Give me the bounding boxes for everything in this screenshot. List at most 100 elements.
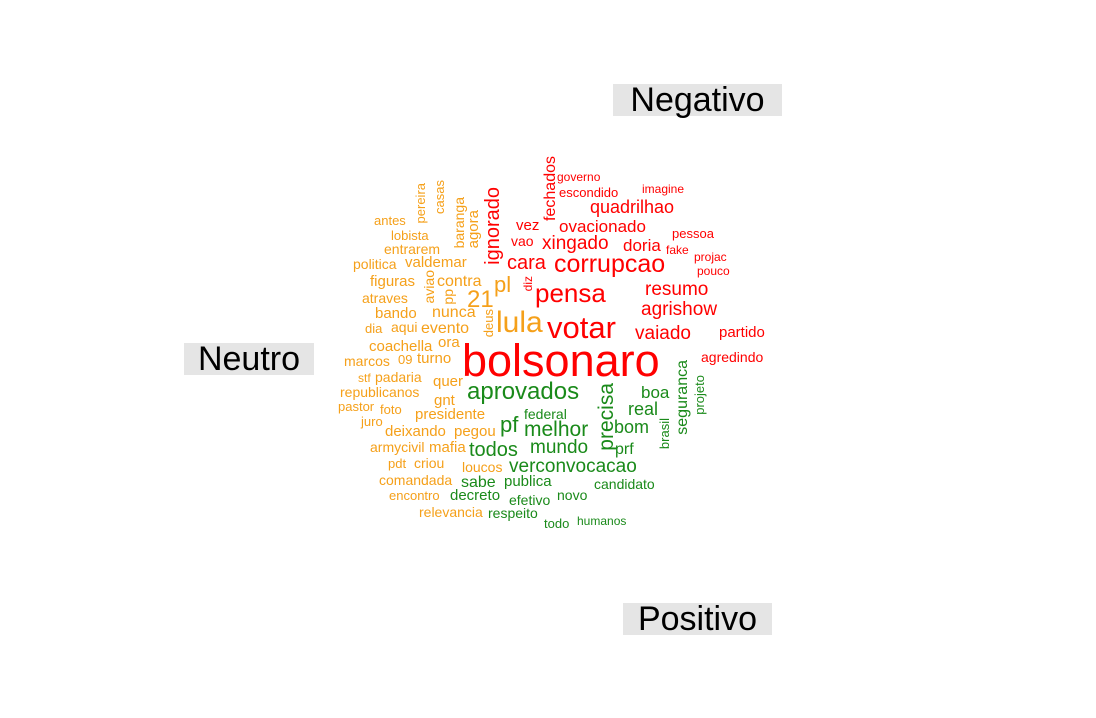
word-neutral: foto: [380, 402, 402, 417]
word-neutral: deixando: [385, 423, 446, 440]
word-negative: resumo: [645, 279, 709, 300]
word-neutral: antes: [374, 213, 406, 228]
word-neutral: aviao: [421, 270, 437, 304]
word-negative: escondido: [559, 185, 619, 200]
word-neutral: lula: [496, 306, 543, 339]
word-negative: ovacionado: [559, 217, 646, 236]
word-neutral: criou: [414, 455, 445, 471]
word-neutral: agora: [465, 210, 482, 249]
word-neutral: republicanos: [340, 384, 420, 400]
word-neutral: figuras: [370, 273, 416, 290]
word-positive: humanos: [577, 514, 627, 528]
word-neutral: quer: [433, 373, 464, 390]
word-positive: aprovados: [467, 378, 580, 405]
word-neutral: atraves: [362, 290, 408, 306]
word-neutral: pegou: [454, 423, 496, 440]
word-positive: pf: [500, 412, 519, 437]
word-neutral: loucos: [462, 459, 503, 475]
word-neutral: encontro: [389, 488, 440, 503]
word-neutral: 21: [467, 286, 494, 313]
negative-label: Negativo: [613, 83, 782, 117]
word-neutral: juro: [361, 414, 383, 429]
word-neutral: entrarem: [384, 241, 441, 257]
word-positive: bom: [614, 417, 650, 437]
word-positive: decreto: [450, 487, 501, 504]
word-negative: pensa: [535, 278, 606, 308]
word-neutral: padaria: [375, 369, 422, 385]
word-positive: projeto: [692, 375, 707, 415]
word-negative: quadrilhao: [590, 197, 675, 217]
positive-label: Positivo: [623, 602, 772, 636]
word-positive: seguranca: [674, 360, 691, 435]
word-positive: verconvocacao: [509, 456, 637, 477]
word-neutral: pl: [494, 272, 512, 297]
word-negative: cara: [507, 252, 546, 274]
word-negative: governo: [557, 170, 601, 184]
word-positive: federal: [524, 406, 567, 422]
word-neutral: relevancia: [419, 504, 483, 520]
word-positive: todo: [544, 516, 570, 531]
word-neutral: bando: [375, 305, 417, 322]
word-neutral: ora: [438, 334, 460, 351]
word-positive: efetivo: [509, 492, 551, 508]
word-negative: fechados: [542, 156, 559, 221]
word-neutral: presidente: [415, 406, 486, 423]
word-negative: fake: [666, 243, 689, 257]
word-negative: projac: [694, 250, 727, 264]
word-neutral: casas: [432, 180, 447, 214]
word-positive: publica: [504, 473, 552, 490]
word-neutral: 09: [398, 352, 413, 367]
word-neutral: contra: [437, 273, 482, 290]
word-neutral: valdemar: [405, 254, 467, 271]
word-positive: todos: [469, 439, 518, 461]
word-neutral: politica: [353, 256, 397, 272]
word-negative: vez: [516, 217, 540, 234]
word-positive: real: [628, 399, 659, 419]
word-negative: vao: [511, 233, 534, 249]
word-negative: pessoa: [672, 226, 714, 241]
word-neutral: nunca: [432, 304, 476, 321]
word-neutral: pdt: [388, 456, 407, 471]
word-negative: corrupcao: [554, 250, 666, 278]
word-positive: melhor: [524, 418, 589, 441]
word-positive: mundo: [530, 437, 589, 458]
word-negative: xingado: [542, 233, 609, 254]
word-neutral: pp: [440, 289, 456, 305]
word-neutral: baranga: [451, 197, 467, 249]
word-negative: imagine: [642, 182, 685, 196]
word-positive: respeito: [488, 505, 538, 521]
word-neutral: pereira: [413, 183, 428, 224]
word-positive: brasil: [657, 418, 672, 450]
word-neutral: aqui: [391, 319, 418, 335]
word-neutral: dia: [365, 321, 383, 336]
word-neutral: armycivil: [370, 439, 425, 455]
word-positive: sabe: [461, 474, 496, 491]
word-neutral: pastor: [338, 399, 375, 414]
word-negative: vaiado: [635, 323, 691, 344]
word-neutral: lobista: [391, 228, 429, 243]
neutral-label: Neutro: [184, 342, 314, 376]
word-positive: boa: [641, 383, 670, 402]
word-neutral: deus: [481, 309, 496, 338]
word-negative: votar: [547, 310, 616, 345]
word-positive: prf: [615, 441, 634, 458]
word-negative: partido: [719, 324, 765, 341]
word-negative: doria: [623, 236, 661, 255]
word-neutral: comandada: [379, 472, 453, 488]
word-neutral: gnt: [434, 392, 455, 409]
word-neutral: coachella: [369, 338, 433, 355]
word-neutral: evento: [421, 320, 470, 337]
word-negative: diz: [521, 276, 535, 292]
word-negative: ignorado: [482, 187, 504, 265]
word-negative: agrishow: [641, 299, 718, 320]
word-neutral: mafia: [429, 439, 466, 456]
word-neutral: turno: [417, 350, 452, 367]
word-positive: candidato: [594, 476, 655, 492]
word-negative: bolsonaro: [462, 335, 660, 386]
word-neutral: stf: [358, 371, 371, 385]
word-neutral: marcos: [344, 353, 390, 369]
word-positive: novo: [557, 487, 588, 503]
word-negative: agredindo: [701, 349, 764, 365]
word-negative: pouco: [697, 264, 730, 278]
